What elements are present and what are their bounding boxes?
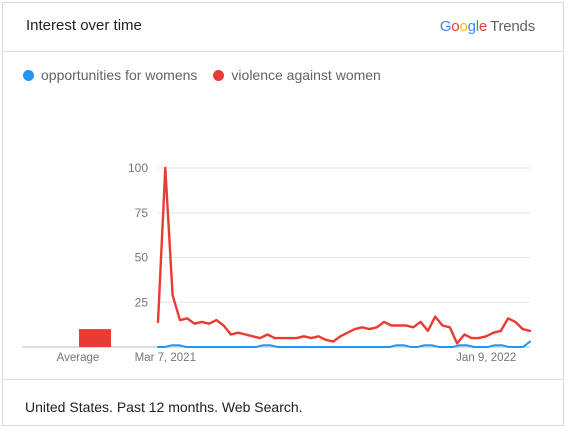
card-footer: United States. Past 12 months. Web Searc…	[3, 379, 563, 426]
brand-letter: G	[439, 18, 452, 35]
footer-text: United States. Past 12 months. Web Searc…	[25, 399, 303, 415]
chart-legend: opportunities for womens violence agains…	[23, 67, 397, 83]
series-line-1	[156, 166, 532, 345]
average-bar	[79, 329, 111, 347]
brand-letter: o	[459, 18, 468, 35]
legend-item-opportunities[interactable]: opportunities for womens	[23, 67, 197, 83]
brand-letter: o	[451, 18, 460, 35]
brand-letter: g	[467, 18, 476, 35]
card-header: Interest over time Google Trends	[3, 3, 563, 52]
legend-item-violence[interactable]: violence against women	[213, 67, 381, 83]
series-line-0	[157, 340, 531, 348]
brand-letter: e	[478, 18, 488, 35]
y-tick-label: 75	[135, 206, 149, 220]
legend-dot-red-icon	[213, 69, 225, 81]
legend-label: opportunities for womens	[41, 67, 198, 83]
y-tick-label: 50	[135, 251, 149, 265]
legend-dot-blue-icon	[23, 69, 34, 81]
x-tick-label: Mar 7, 2021	[135, 352, 196, 364]
google-trends-logo: Google Trends	[440, 18, 535, 35]
y-tick-label: 100	[128, 161, 148, 175]
brand-product: Trends	[490, 18, 535, 35]
y-tick-label: 25	[135, 295, 149, 309]
chart-title: Interest over time	[26, 17, 142, 34]
x-tick-label: Jan 9, 2022	[456, 352, 516, 364]
legend-label: violence against women	[231, 67, 381, 83]
average-label: Average	[57, 352, 100, 364]
trends-card: Interest over time Google Trends opportun…	[2, 2, 564, 426]
brand-letter: l	[475, 18, 479, 35]
